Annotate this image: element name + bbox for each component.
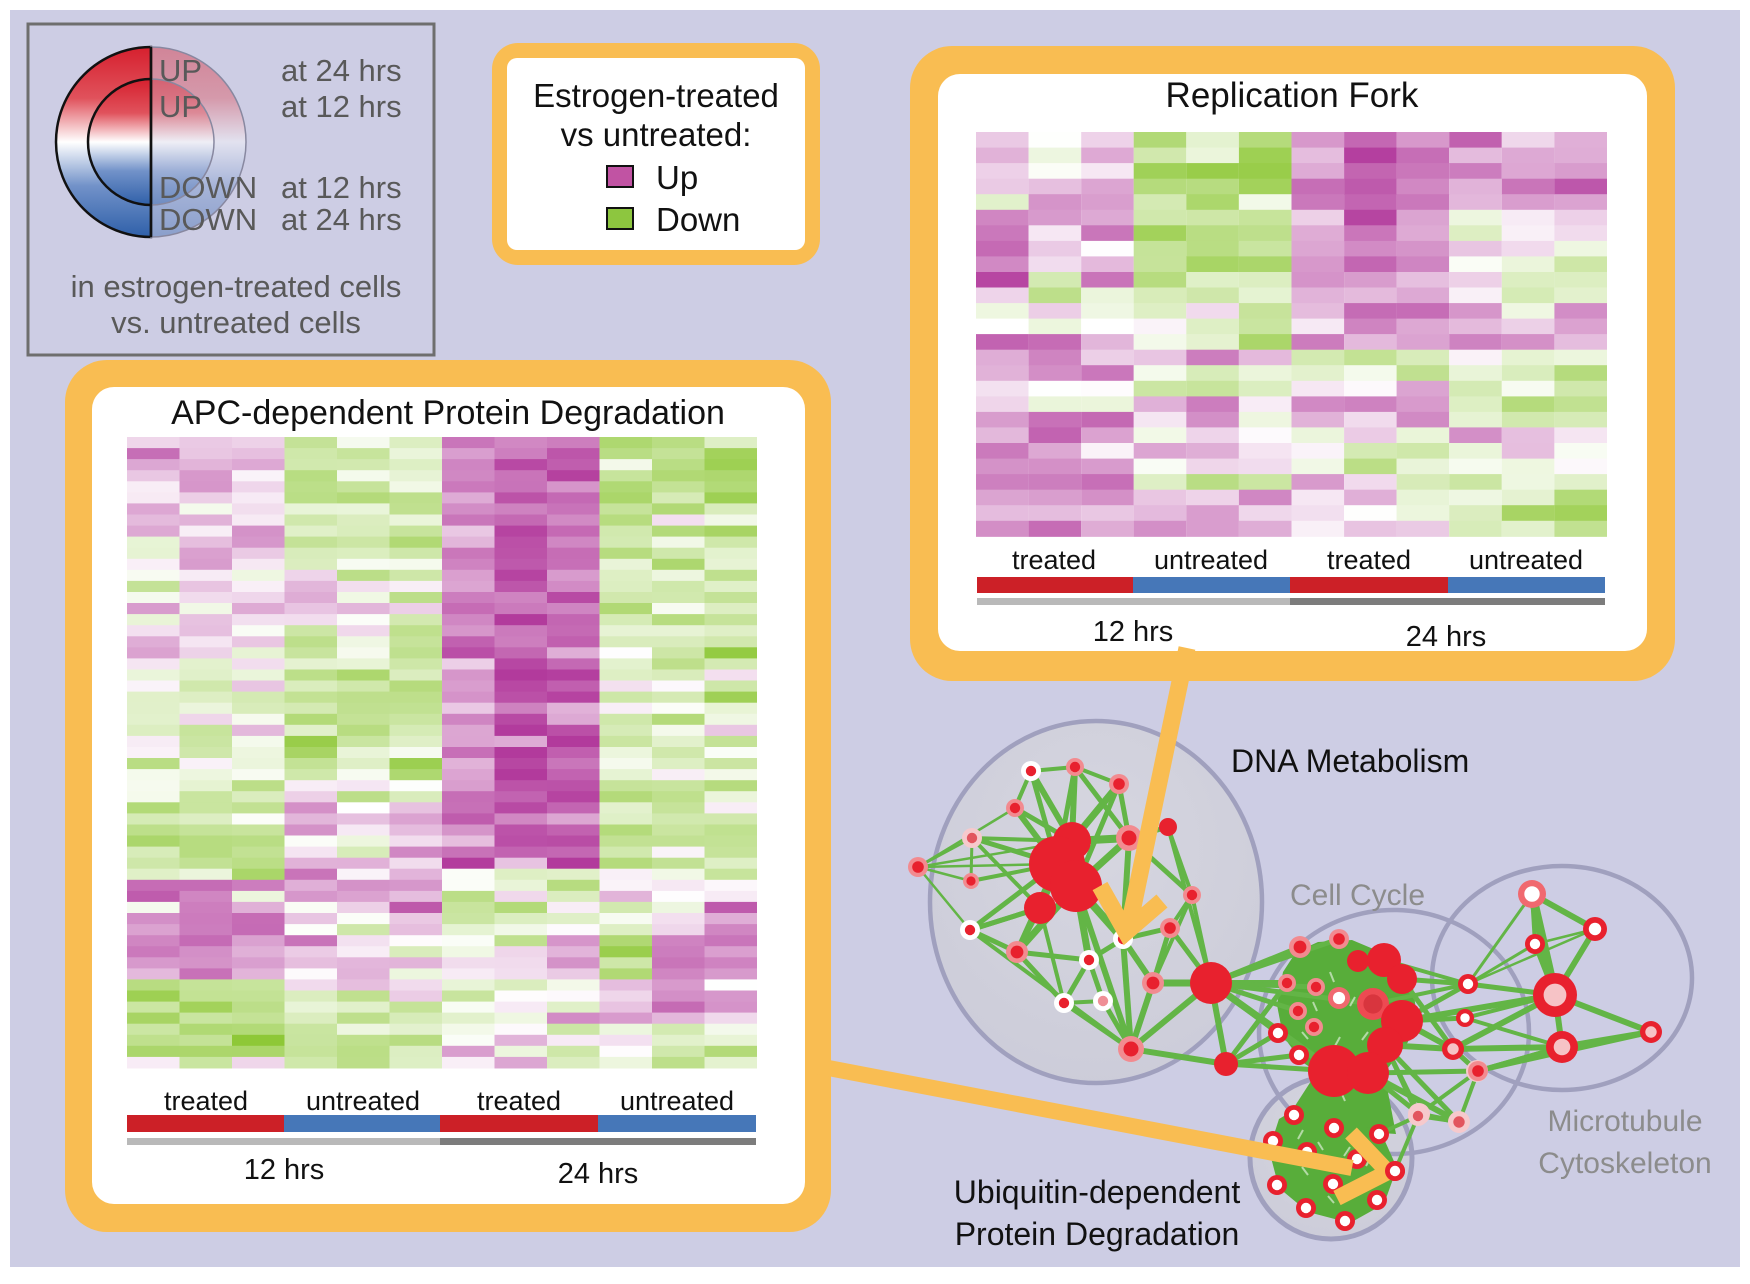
- svg-text:untreated: untreated: [306, 1086, 420, 1116]
- svg-text:DNA Metabolism: DNA Metabolism: [1231, 743, 1469, 779]
- svg-text:treated: treated: [1012, 545, 1096, 575]
- svg-text:Up: Up: [656, 159, 698, 196]
- svg-text:in estrogen-treated cells: in estrogen-treated cells: [71, 269, 402, 304]
- svg-text:untreated: untreated: [620, 1086, 734, 1116]
- svg-text:at 12 hrs: at 12 hrs: [281, 170, 402, 205]
- svg-text:24 hrs: 24 hrs: [1406, 621, 1487, 653]
- svg-text:UP: UP: [159, 53, 202, 88]
- svg-text:treated: treated: [1327, 545, 1411, 575]
- svg-text:treated: treated: [164, 1086, 248, 1116]
- svg-text:DOWN: DOWN: [159, 170, 257, 205]
- svg-text:Microtubule: Microtubule: [1547, 1105, 1702, 1138]
- svg-text:Cytoskeleton: Cytoskeleton: [1538, 1147, 1711, 1180]
- svg-text:DOWN: DOWN: [159, 202, 257, 237]
- svg-text:at 24 hrs: at 24 hrs: [281, 53, 402, 88]
- svg-text:at 24 hrs: at 24 hrs: [281, 202, 402, 237]
- svg-text:untreated: untreated: [1469, 545, 1583, 575]
- svg-text:Down: Down: [656, 201, 740, 238]
- svg-text:24 hrs: 24 hrs: [558, 1158, 639, 1190]
- svg-text:Cell Cycle: Cell Cycle: [1290, 879, 1425, 912]
- svg-text:Ubiquitin-dependent: Ubiquitin-dependent: [954, 1174, 1241, 1210]
- svg-text:at 12 hrs: at 12 hrs: [281, 89, 402, 124]
- svg-text:treated: treated: [477, 1086, 561, 1116]
- svg-text:12 hrs: 12 hrs: [1093, 616, 1174, 648]
- svg-text:UP: UP: [159, 89, 202, 124]
- svg-text:APC-dependent Protein Degradat: APC-dependent Protein Degradation: [171, 394, 725, 432]
- svg-text:12 hrs: 12 hrs: [244, 1154, 325, 1186]
- svg-text:Protein Degradation: Protein Degradation: [955, 1216, 1240, 1252]
- svg-text:Estrogen-treated: Estrogen-treated: [533, 77, 779, 114]
- svg-text:vs. untreated cells: vs. untreated cells: [111, 305, 361, 340]
- svg-text:Replication Fork: Replication Fork: [1166, 76, 1419, 115]
- svg-text:vs untreated:: vs untreated:: [561, 116, 752, 153]
- svg-text:untreated: untreated: [1154, 545, 1268, 575]
